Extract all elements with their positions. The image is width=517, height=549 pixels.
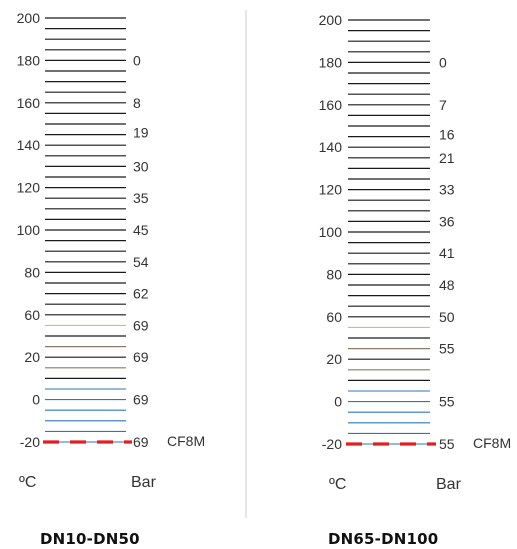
pressure-label: 48: [439, 277, 455, 293]
temperature-tick-label: 160: [17, 95, 41, 111]
pressure-label: 35: [133, 190, 149, 206]
temperature-tick-label: 20: [326, 351, 342, 367]
pressure-label: 62: [133, 286, 149, 302]
temperature-tick-label: 0: [334, 394, 342, 410]
pressure-label: 54: [133, 254, 149, 270]
caption-dn10-dn50: DN10-DN50: [40, 530, 140, 548]
pressure-label: 55: [439, 436, 455, 452]
temperature-tick-label: 180: [319, 54, 343, 70]
pressure-label: 55: [439, 341, 455, 357]
panel-dn10-dn50: 2001801601401201008060200-20081930354554…: [17, 10, 205, 491]
temperature-tick-label: 160: [319, 97, 343, 113]
pressure-label: 33: [439, 182, 455, 198]
pressure-label: 69: [133, 392, 149, 408]
pressure-label: 0: [439, 54, 447, 70]
pressure-label: 45: [133, 222, 149, 238]
pressure-label: 36: [439, 213, 455, 229]
temperature-tick-label: -20: [322, 436, 342, 452]
temperature-tick-label: 80: [326, 266, 342, 282]
temperature-unit-label: ºC: [19, 474, 36, 491]
pressure-label: 16: [439, 126, 455, 142]
temperature-tick-label: 140: [319, 139, 343, 155]
temperature-tick-label: 200: [17, 10, 41, 26]
temperature-tick-label: 80: [24, 264, 40, 280]
pressure-unit-label: Bar: [436, 476, 462, 493]
pressure-label: 55: [439, 394, 455, 410]
temperature-tick-label: 120: [17, 180, 41, 196]
temperature-tick-label: 180: [17, 52, 41, 68]
temperature-tick-label: 60: [24, 307, 40, 323]
temperature-tick-label: 100: [319, 224, 343, 240]
temperature-tick-label: 140: [17, 137, 41, 153]
pressure-label: 8: [133, 95, 141, 111]
pressure-label: 50: [439, 309, 455, 325]
temperature-tick-label: 120: [319, 182, 343, 198]
temperature-tick-label: 200: [319, 12, 343, 28]
pressure-label: 21: [439, 150, 455, 166]
pressure-label: 69: [133, 317, 149, 333]
pressure-label: 69: [133, 434, 149, 450]
pressure-unit-label: Bar: [131, 474, 157, 491]
pressure-label: 7: [439, 97, 447, 113]
temperature-unit-label: ºC: [329, 476, 346, 493]
temperature-tick-label: 60: [326, 309, 342, 325]
temperature-tick-label: 20: [24, 349, 40, 365]
pressure-label: 0: [133, 52, 141, 68]
pressure-label: 41: [439, 245, 455, 261]
material-label: CF8M: [473, 435, 511, 451]
material-label: CF8M: [167, 433, 205, 449]
pressure-label: 30: [133, 158, 149, 174]
temperature-tick-label: 100: [17, 222, 41, 238]
pressure-label: 69: [133, 349, 149, 365]
panel-dn65-dn100: 2001801601401201008060200-20071621333641…: [319, 12, 511, 493]
pressure-label: 19: [133, 124, 149, 140]
temperature-tick-label: 0: [32, 392, 40, 408]
temperature-tick-label: -20: [20, 434, 40, 450]
caption-dn65-dn100: DN65-DN100: [328, 530, 439, 548]
